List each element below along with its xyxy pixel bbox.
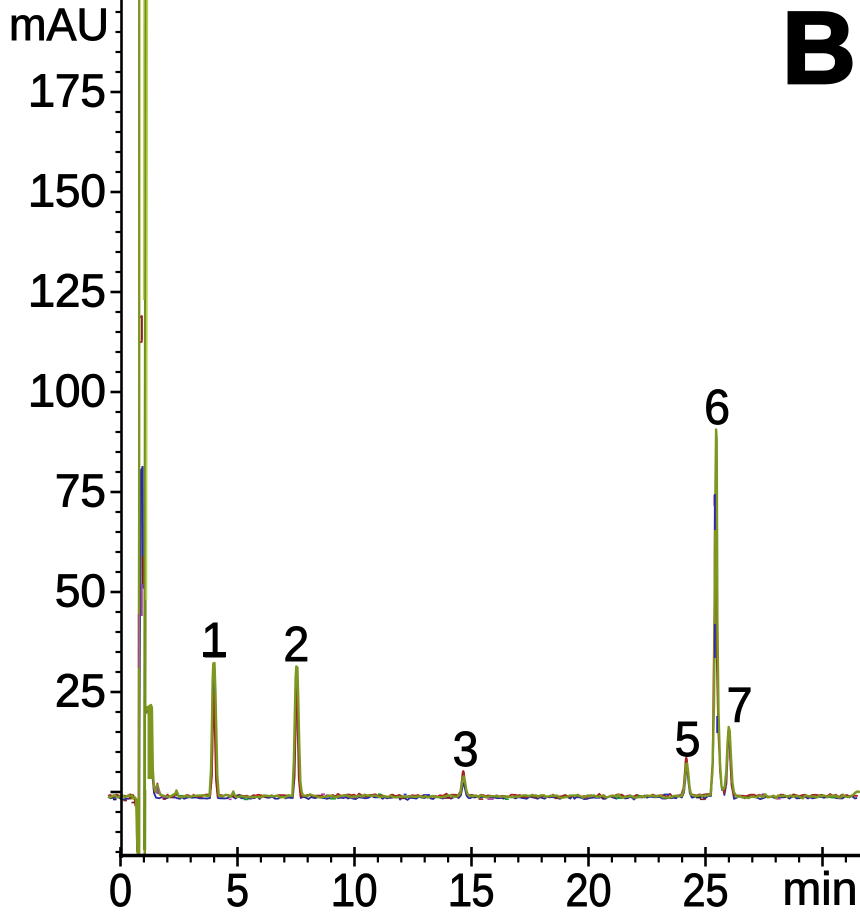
svg-text:2: 2 bbox=[283, 618, 309, 672]
svg-text:min: min bbox=[783, 863, 858, 915]
svg-text:20: 20 bbox=[565, 865, 611, 915]
svg-text:15: 15 bbox=[448, 865, 494, 915]
svg-text:10: 10 bbox=[331, 865, 377, 915]
svg-text:25: 25 bbox=[55, 665, 106, 717]
svg-text:0: 0 bbox=[109, 865, 132, 915]
svg-text:50: 50 bbox=[55, 565, 106, 617]
svg-text:150: 150 bbox=[29, 165, 106, 217]
svg-text:3: 3 bbox=[453, 723, 479, 777]
svg-text:125: 125 bbox=[29, 265, 106, 317]
svg-text:100: 100 bbox=[29, 365, 106, 417]
svg-text:1: 1 bbox=[201, 614, 227, 668]
svg-text:7: 7 bbox=[727, 678, 753, 732]
svg-text:25: 25 bbox=[682, 865, 728, 915]
svg-text:75: 75 bbox=[55, 465, 106, 517]
svg-text:B: B bbox=[782, 0, 856, 105]
svg-text:5: 5 bbox=[675, 713, 701, 767]
svg-text:mAU: mAU bbox=[9, 0, 109, 50]
svg-text:5: 5 bbox=[226, 865, 249, 915]
svg-text:175: 175 bbox=[29, 65, 106, 117]
svg-text:6: 6 bbox=[704, 381, 730, 435]
